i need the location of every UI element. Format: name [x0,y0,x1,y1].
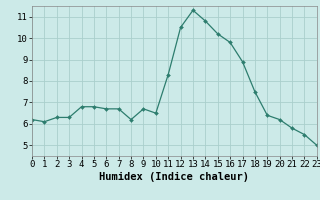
X-axis label: Humidex (Indice chaleur): Humidex (Indice chaleur) [100,172,249,182]
